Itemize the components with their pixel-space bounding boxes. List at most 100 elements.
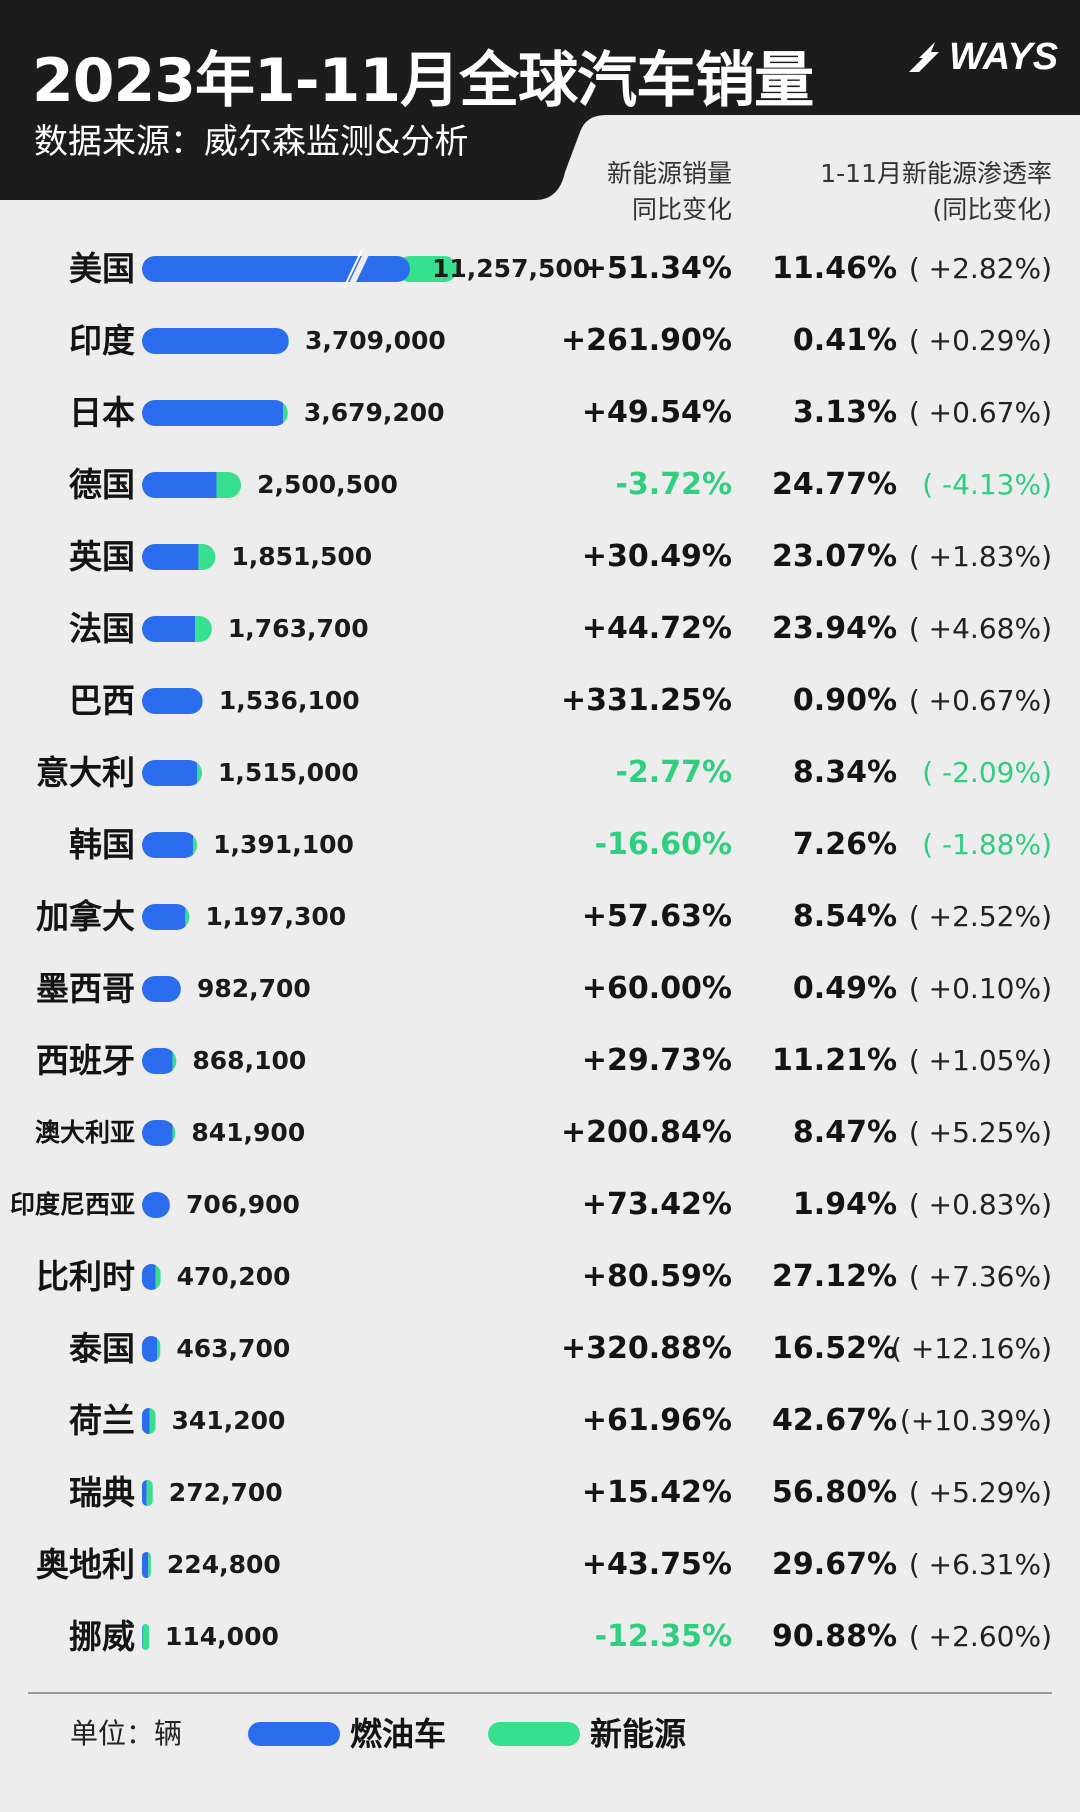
fuel-bar: [142, 472, 217, 498]
bar-group: [142, 1192, 171, 1218]
chart-title: 2023年1-11月全球汽车销量: [32, 46, 814, 116]
pen-header-line2: (同比变化): [932, 195, 1052, 224]
nev-bar: [155, 1264, 161, 1290]
total-value-label: 1,851,500: [231, 542, 373, 571]
fuel-bar: [142, 616, 196, 642]
penetration-change-value: ( -4.13%): [922, 468, 1052, 501]
country-label: 瑞典: [69, 1473, 135, 1512]
bar-group: [142, 760, 203, 786]
legend-nev-swatch: [488, 1722, 580, 1746]
table-row: 奥地利 224,800 +43.75% 29.67% ( +6.31%): [0, 1529, 1080, 1601]
nev-bar: [180, 976, 181, 1002]
total-value-label: 11,257,500: [432, 254, 591, 283]
bar-group: [142, 328, 289, 354]
country-label: 西班牙: [36, 1041, 135, 1080]
penetration-value: 23.94%: [772, 611, 897, 646]
yoy-header-line2: 同比变化: [631, 195, 732, 224]
nev-bar: [146, 1480, 153, 1506]
table-row: 西班牙 868,100 +29.73% 11.21% ( +1.05%): [0, 1025, 1080, 1097]
table-row: 巴西 1,536,100 +331.25% 0.90% ( +0.67%): [0, 665, 1080, 737]
table-row: 意大利 1,515,000 -2.77% 8.34% ( -2.09%): [0, 737, 1080, 809]
nev-yoy-value: +73.42%: [581, 1187, 732, 1222]
fuel-bar: [142, 1120, 173, 1146]
penetration-value: 16.52%: [772, 1331, 897, 1366]
nev-yoy-value: +43.75%: [581, 1547, 732, 1582]
pen-header-line1: 1-11月新能源渗透率: [820, 159, 1052, 188]
country-label: 英国: [69, 537, 135, 576]
fuel-bar: [142, 400, 284, 426]
country-label: 比利时: [36, 1257, 135, 1296]
penetration-change-value: (+10.39%): [899, 1404, 1052, 1437]
nev-yoy-value: +44.72%: [581, 611, 732, 646]
fuel-bar: [142, 544, 199, 570]
bar-group: [142, 616, 212, 642]
data-source: 数据来源：威尔森监测&分析: [34, 122, 469, 162]
table-row: 瑞典 272,700 +15.42% 56.80% ( +5.29%): [0, 1457, 1080, 1529]
country-label: 奥地利: [36, 1545, 135, 1584]
penetration-change-value: ( +0.67%): [908, 396, 1052, 429]
bar-group: [142, 1624, 149, 1650]
penetration-value: 0.49%: [792, 971, 897, 1006]
total-value-label: 463,700: [176, 1334, 291, 1363]
penetration-value: 27.12%: [772, 1259, 897, 1294]
nev-bar: [202, 688, 203, 714]
country-label: 印度: [69, 321, 135, 360]
fuel-bar: [142, 760, 198, 786]
yoy-column-header: 新能源销量 同比变化: [607, 156, 732, 228]
country-label: 荷兰: [69, 1401, 135, 1440]
table-row: 印度 3,709,000 +261.90% 0.41% ( +0.29%): [0, 305, 1080, 377]
bar-group: [142, 1120, 176, 1146]
axis-break-mark: [343, 249, 363, 289]
legend-fuel-swatch: [248, 1722, 340, 1746]
nev-bar: [197, 760, 203, 786]
unit-label: 单位：辆: [70, 1717, 183, 1750]
total-value-label: 982,700: [196, 974, 311, 1003]
nev-bar: [142, 1624, 149, 1650]
bar-group: [142, 904, 190, 930]
country-label: 挪威: [69, 1617, 135, 1656]
bar-group: [142, 688, 203, 714]
penetration-value: 0.41%: [792, 323, 897, 358]
penetration-value: 29.67%: [772, 1547, 897, 1582]
penetration-value: 3.13%: [792, 395, 897, 430]
nev-yoy-value: +57.63%: [581, 899, 732, 934]
nev-bar: [172, 1048, 177, 1074]
nev-yoy-value: +15.42%: [581, 1475, 732, 1510]
total-value-label: 114,000: [165, 1622, 279, 1651]
bar-group: [142, 1480, 153, 1506]
penetration-value: 11.21%: [772, 1043, 897, 1078]
bar-group: [142, 1048, 177, 1074]
country-label: 印度尼西亚: [9, 1190, 135, 1219]
nev-bar: [198, 544, 216, 570]
nev-yoy-value: +80.59%: [581, 1259, 732, 1294]
penetration-value: 24.77%: [772, 467, 897, 502]
total-value-label: 1,197,300: [205, 902, 347, 931]
bar-group: [142, 1264, 161, 1290]
nev-yoy-value: -2.77%: [615, 755, 732, 790]
penetration-value: 90.88%: [772, 1619, 897, 1654]
penetration-change-value: ( +0.10%): [908, 972, 1052, 1005]
bar-group: [142, 832, 198, 858]
total-value-label: 1,391,100: [213, 830, 354, 859]
total-value-label: 1,515,000: [218, 758, 359, 787]
footer-divider: [28, 1692, 1052, 1694]
nev-bar: [169, 1192, 171, 1218]
nev-yoy-value: +60.00%: [581, 971, 732, 1006]
country-label: 韩国: [69, 825, 135, 864]
penetration-change-value: ( +1.05%): [908, 1044, 1052, 1077]
fuel-bar: [142, 1624, 143, 1650]
nev-bar: [283, 400, 288, 426]
penetration-value: 7.26%: [792, 827, 897, 862]
bar-group: [142, 472, 242, 498]
penetration-value: 11.46%: [772, 251, 897, 286]
total-value-label: 224,800: [166, 1550, 281, 1579]
penetration-value: 1.94%: [792, 1187, 897, 1222]
country-label: 法国: [69, 609, 135, 648]
nev-bar: [193, 832, 198, 858]
penetration-value: 8.34%: [792, 755, 897, 790]
table-row: 印度尼西亚 706,900 +73.42% 1.94% ( +0.83%): [0, 1169, 1080, 1241]
penetration-change-value: ( +2.82%): [908, 252, 1052, 285]
table-row: 韩国 1,391,100 -16.60% 7.26% ( -1.88%): [0, 809, 1080, 881]
fuel-bar: [142, 1552, 149, 1578]
